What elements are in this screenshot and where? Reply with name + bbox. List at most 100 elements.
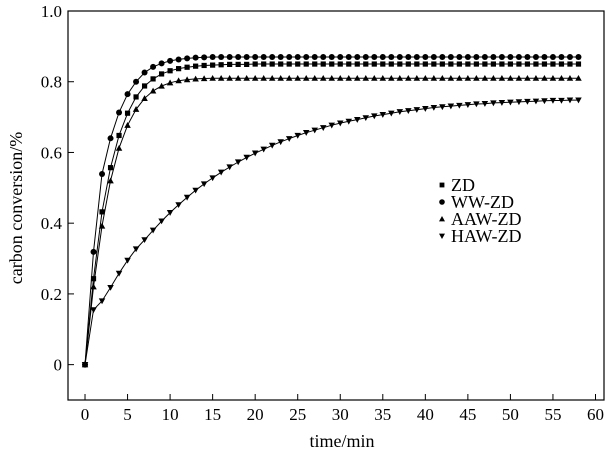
data-point-ww-zd (99, 171, 106, 178)
data-point-zd (235, 61, 241, 67)
series-haw-zd (81, 97, 582, 368)
data-point-aaw-zd (430, 74, 438, 81)
data-point-haw-zd (464, 102, 472, 108)
data-point-aaw-zd (541, 74, 548, 81)
data-point-aaw-zd (498, 74, 506, 81)
data-point-zd (507, 61, 514, 67)
data-point-haw-zd (175, 202, 182, 209)
data-point-zd (431, 61, 437, 67)
x-tick-label: 20 (247, 405, 264, 424)
data-point-haw-zd (200, 181, 208, 188)
data-point-aaw-zd (422, 74, 429, 81)
data-point-zd (184, 64, 190, 70)
x-tick-label: 5 (123, 405, 132, 424)
data-point-ww-zd (362, 53, 369, 60)
data-point-haw-zd (481, 101, 489, 107)
data-point-ww-zd (481, 53, 488, 60)
data-point-haw-zd (575, 97, 582, 104)
data-point-zd (116, 132, 122, 139)
data-point-haw-zd (354, 116, 361, 123)
data-point-haw-zd (447, 103, 455, 110)
data-point-haw-zd (566, 97, 574, 104)
x-tick-label: 15 (204, 405, 221, 424)
data-point-ww-zd (549, 53, 556, 60)
data-point-aaw-zd (217, 74, 225, 81)
data-point-aaw-zd (124, 121, 131, 128)
axes: 0 5 10 15 20 25 30 35 40 45 50 55 60 0 0.2 0.4 0.6 0.8 1.0 (41, 2, 605, 424)
legend-label-ww-zd: WW-ZD (451, 192, 514, 212)
data-point-haw-zd (277, 139, 284, 146)
data-point-haw-zd (115, 270, 123, 277)
data-point-haw-zd (439, 104, 446, 111)
data-point-zd (524, 61, 531, 67)
data-point-haw-zd (226, 164, 233, 171)
y-tick-label: 0 (54, 356, 63, 375)
data-point-zd (388, 61, 394, 67)
data-point-haw-zd (558, 97, 565, 104)
data-point-zd (286, 61, 292, 67)
data-point-haw-zd (345, 118, 353, 125)
data-point-aaw-zd (362, 74, 370, 81)
legend-label-aaw-zd: AAW-ZD (451, 209, 522, 229)
data-point-aaw-zd (166, 79, 174, 86)
data-point-aaw-zd (447, 74, 455, 81)
data-point-zd (176, 66, 182, 72)
data-point-haw-zd (141, 237, 148, 244)
data-point-zd (218, 62, 224, 68)
data-point-ww-zd (124, 91, 131, 98)
data-point-aaw-zd (294, 74, 301, 81)
data-point-aaw-zd (337, 74, 344, 81)
data-point-haw-zd (209, 175, 216, 182)
data-point-ww-zd (192, 54, 199, 61)
data-point-haw-zd (98, 298, 106, 305)
data-point-zd (465, 61, 471, 67)
x-tick-label: 60 (587, 405, 604, 424)
data-point-haw-zd (379, 112, 387, 118)
data-point-ww-zd (328, 53, 335, 60)
data-point-haw-zd (507, 99, 514, 106)
data-point-zd (499, 61, 505, 67)
x-tick-label: 40 (417, 405, 434, 424)
data-point-zd (193, 63, 199, 69)
series-ww-zd (82, 53, 582, 368)
x-tick-label: 50 (502, 405, 519, 424)
series-layer (81, 53, 582, 368)
data-point-aaw-zd (481, 74, 489, 81)
data-point-zd (141, 83, 148, 89)
data-point-ww-zd (320, 53, 327, 60)
data-point-aaw-zd (268, 74, 276, 81)
data-point-ww-zd (303, 53, 310, 60)
data-point-ww-zd (294, 53, 301, 60)
data-point-aaw-zd (311, 74, 318, 81)
data-point-ww-zd (269, 53, 276, 60)
data-point-ww-zd (524, 53, 531, 60)
data-point-ww-zd (252, 53, 259, 60)
data-point-haw-zd (234, 159, 242, 166)
data-point-aaw-zd (490, 74, 497, 81)
data-point-aaw-zd (226, 74, 233, 81)
data-point-haw-zd (541, 98, 548, 105)
data-point-haw-zd (515, 99, 523, 106)
data-point-haw-zd (524, 98, 531, 105)
data-point-aaw-zd (558, 74, 565, 81)
data-point-zd (473, 61, 479, 67)
y-tick-label: 0.4 (41, 214, 63, 233)
data-point-zd (567, 61, 573, 67)
data-point-haw-zd (107, 284, 114, 291)
data-point-haw-zd (183, 194, 191, 201)
data-point-aaw-zd (456, 74, 463, 81)
data-point-zd (516, 61, 522, 67)
data-point-ww-zd (150, 63, 157, 70)
data-point-aaw-zd (405, 74, 412, 81)
data-point-haw-zd (362, 115, 370, 122)
data-point-aaw-zd (319, 74, 327, 81)
data-point-haw-zd (405, 108, 412, 114)
data-point-aaw-zd (277, 74, 284, 81)
data-point-ww-zd (175, 56, 182, 63)
data-point-aaw-zd (192, 75, 199, 82)
y-tick-label: 0.8 (41, 73, 62, 92)
data-point-aaw-zd (149, 87, 157, 94)
data-point-aaw-zd (285, 74, 293, 81)
data-point-haw-zd (490, 100, 497, 107)
